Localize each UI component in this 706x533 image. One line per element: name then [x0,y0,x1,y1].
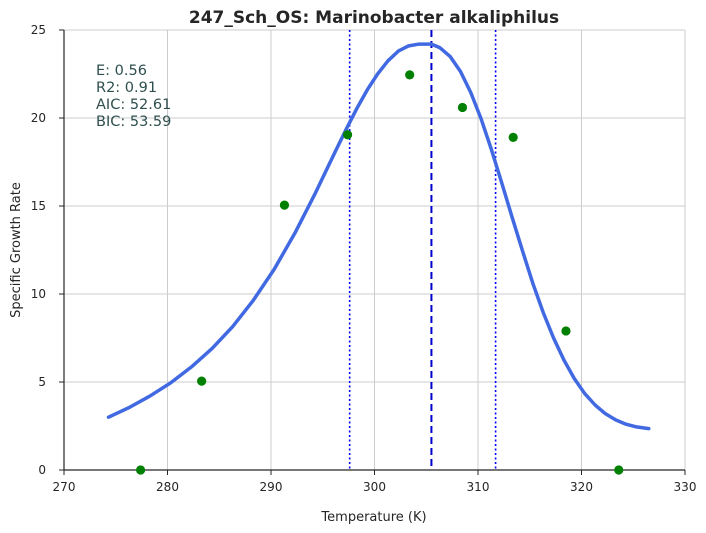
data-point [197,376,207,386]
x-tick-label: 310 [467,480,490,494]
data-point [135,465,146,475]
x-tick-label: 280 [156,480,179,494]
data-point [457,102,468,113]
vertical-lines [348,30,497,470]
data-point [405,70,415,80]
x-tick-label: 320 [570,480,593,494]
y-tick-label: 20 [31,111,46,125]
chart-title: 247_Sch_OS: Marinobacter alkaliphilus [189,8,559,28]
data-point [561,326,571,336]
fit-statistics: E: 0.56 R2: 0.91 AIC: 52.61 BIC: 53.59 [96,63,171,130]
data-point [342,130,353,140]
x-tick-label: 290 [260,480,283,494]
data-point [614,465,624,475]
y-tick-label: 5 [38,375,46,389]
y-tick-label: 25 [31,23,46,37]
data-points [135,70,624,475]
tick-labels: 270 280 290 300 310 320 330 0 5 10 15 20 25 [31,23,697,494]
y-axis-label: Specific Growth Rate [9,182,24,318]
fit-curve-group [106,42,651,431]
grid [64,29,686,470]
data-point [508,132,518,142]
stat-aic: AIC: 52.61 [96,97,171,113]
fit-curve [106,42,651,431]
y-tick-label: 0 [38,463,46,477]
x-axis-label: Temperature (K) [320,510,426,525]
axes [59,29,686,475]
stat-r2: R2: 0.91 [96,80,157,96]
stat-e: E: 0.56 [96,63,147,79]
y-tick-label: 10 [31,287,46,301]
x-tick-label: 270 [53,480,76,494]
x-tick-label: 330 [674,480,697,494]
data-point [279,200,290,210]
x-tick-label: 300 [363,480,386,494]
y-tick-label: 15 [31,199,46,213]
stat-bic: BIC: 53.59 [96,114,171,130]
